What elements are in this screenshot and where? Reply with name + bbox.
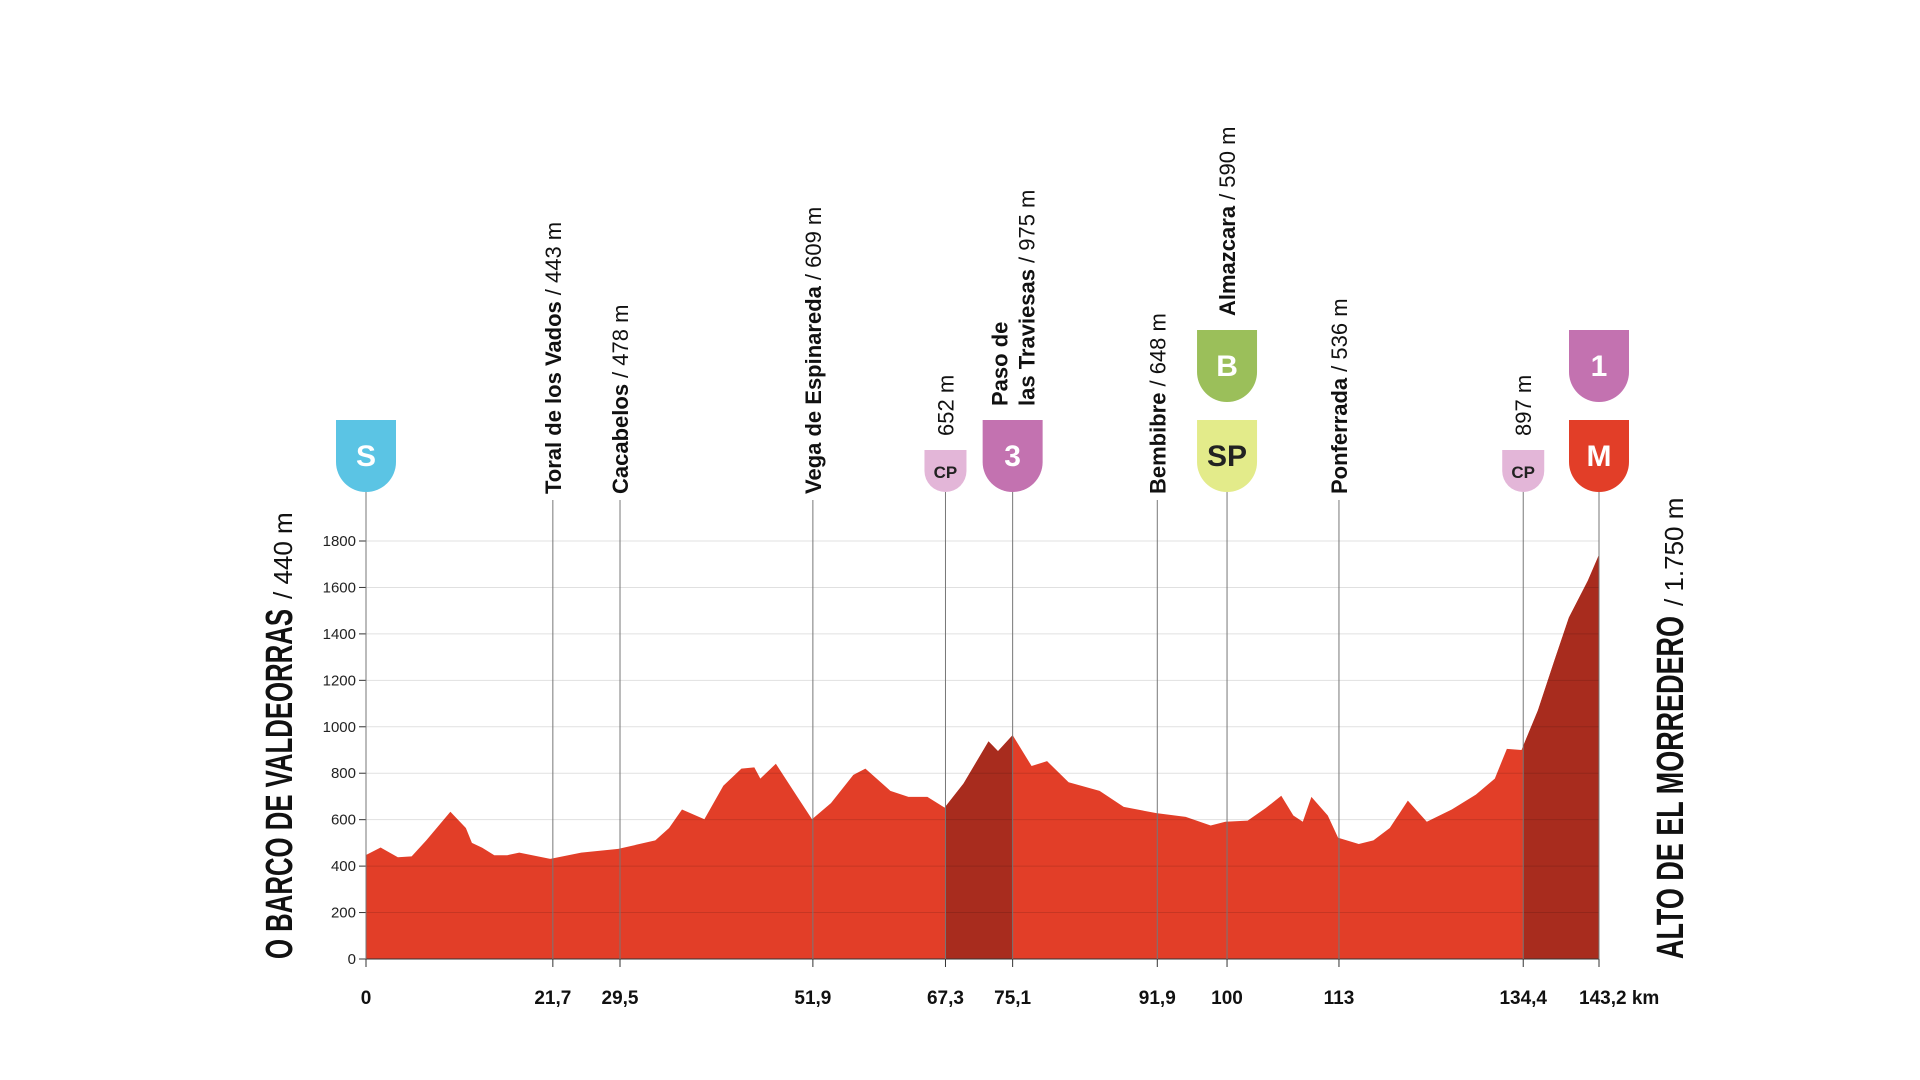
waypoint-altitude: / 648 m	[1145, 313, 1170, 386]
x-tick-label: 75,1	[994, 988, 1031, 1009]
end-name: O BARCO DE VALDEORRAS	[259, 609, 301, 959]
x-tick-label: 143,2 km	[1579, 988, 1659, 1009]
badge	[1197, 420, 1258, 493]
x-tick-label: 0	[361, 988, 372, 1009]
badge-text: SP	[1207, 440, 1247, 473]
x-tick-label: 113	[1324, 988, 1355, 1009]
waypoint-label: Paso delas Traviesas / 975 m	[988, 190, 1040, 406]
y-tick-label: 200	[331, 905, 356, 922]
waypoint-altitude: / 975 m	[1015, 190, 1040, 263]
y-tick-label: 600	[331, 812, 356, 829]
y-tick-label: 800	[331, 765, 356, 782]
end-label: O BARCO DE VALDEORRAS / 440 m	[259, 512, 301, 959]
badge-text: CP	[1511, 463, 1535, 482]
waypoint-label: Ponferrada / 536 m	[1327, 298, 1352, 494]
badge-text: 1	[1591, 350, 1608, 383]
waypoint-altitude: / 443 m	[541, 222, 566, 295]
badge	[1197, 330, 1258, 403]
waypoint-name: Bembibre	[1145, 393, 1170, 494]
end-altitude: / 440 m	[268, 512, 298, 599]
waypoint-label: 652 m	[933, 375, 958, 436]
y-tick-label: 1000	[323, 719, 356, 736]
badge	[1569, 420, 1629, 492]
badge-text: S	[356, 440, 376, 473]
badge-text: M	[1587, 440, 1612, 473]
y-tick-label: 1600	[323, 579, 356, 596]
x-tick-label: 29,5	[602, 988, 639, 1009]
x-tick-label: 134,4	[1499, 988, 1547, 1009]
y-tick-label: 400	[331, 858, 356, 875]
x-tick-label: 21,7	[534, 988, 571, 1009]
waypoint-label: 897 m	[1511, 375, 1536, 436]
waypoint-label: Almazcara / 590 m	[1215, 127, 1240, 316]
waypoint-altitude: / 609 m	[801, 207, 826, 280]
badge-text: 3	[1004, 440, 1021, 473]
waypoint-label: Cacabelos / 478 m	[608, 305, 633, 494]
y-tick-label: 1400	[323, 626, 356, 643]
badge	[336, 420, 396, 492]
badge-text: B	[1216, 350, 1238, 383]
waypoint-name: Ponferrada	[1327, 377, 1352, 494]
y-tick-label: 1200	[323, 672, 356, 689]
badge	[1569, 330, 1629, 402]
waypoint-name: Paso de	[988, 322, 1013, 406]
waypoint-altitude: / 590 m	[1215, 127, 1240, 200]
y-tick-label: 1800	[323, 533, 356, 550]
waypoint-name: Cacabelos	[608, 384, 633, 494]
climb-area	[1523, 554, 1599, 959]
waypoint-name: Vega de Espinareda	[801, 285, 826, 494]
waypoint-altitude: / 536 m	[1327, 298, 1352, 371]
end-name: ALTO DE EL MORREDERO	[1650, 616, 1692, 959]
x-tick-label: 51,9	[794, 988, 831, 1009]
waypoint-altitude: 897 m	[1511, 375, 1536, 436]
waypoint-altitude: / 478 m	[608, 305, 633, 378]
x-tick-label: 91,9	[1139, 988, 1176, 1009]
waypoint-altitude: 652 m	[933, 375, 958, 436]
climb-area	[945, 735, 1013, 959]
badge-text: CP	[934, 463, 958, 482]
waypoint-name: Almazcara	[1215, 205, 1240, 316]
badge	[982, 420, 1043, 493]
waypoint-name: las Traviesas	[1015, 269, 1040, 406]
y-tick-label: 0	[348, 951, 356, 968]
waypoint-label: Bembibre / 648 m	[1145, 313, 1170, 494]
waypoint-label: Toral de los Vados / 443 m	[541, 222, 566, 494]
waypoint-label: Vega de Espinareda / 609 m	[801, 207, 826, 494]
waypoint-name: Toral de los Vados	[541, 301, 566, 494]
x-tick-label: 100	[1211, 988, 1243, 1009]
badge	[1502, 450, 1545, 492]
end-altitude: / 1.750 m	[1659, 498, 1689, 606]
end-label: ALTO DE EL MORREDERO / 1.750 m	[1650, 498, 1692, 959]
badge	[924, 450, 967, 492]
x-tick-label: 67,3	[927, 988, 964, 1009]
